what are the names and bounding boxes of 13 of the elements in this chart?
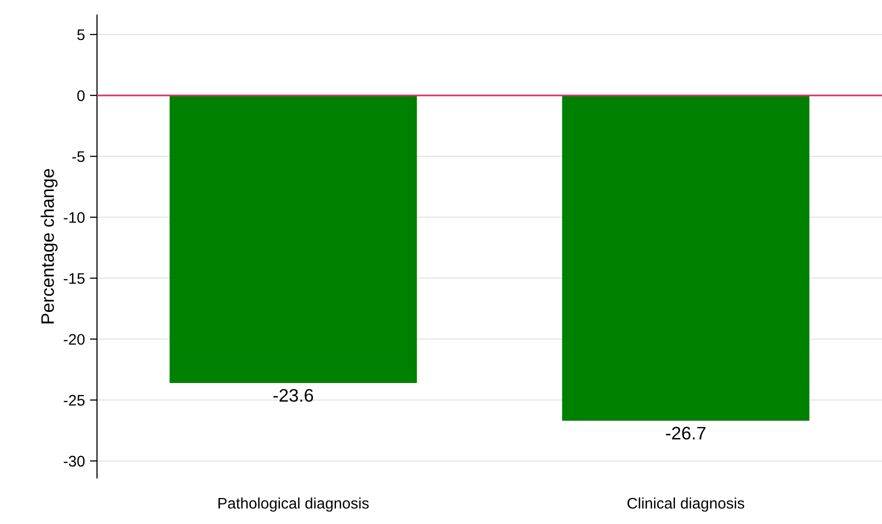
data-label: -26.7 xyxy=(666,426,706,440)
x-tick-label: Clinical diagnosis xyxy=(628,497,744,512)
y-tick-label: -15 xyxy=(64,273,85,284)
x-tick-label: Pathological diagnosis xyxy=(218,497,369,512)
y-tick-label: -10 xyxy=(64,212,85,223)
y-tick-label: -25 xyxy=(64,394,85,406)
y-axis-title: Percentage change xyxy=(40,168,58,324)
y-tick-label: 5 xyxy=(77,30,85,40)
y-tick-label: 0 xyxy=(77,90,85,102)
y-tick-label: -30 xyxy=(64,456,85,467)
y-tick-label: -5 xyxy=(72,151,85,162)
y-tick-label: -20 xyxy=(64,334,85,345)
data-label: -23.6 xyxy=(273,388,314,402)
